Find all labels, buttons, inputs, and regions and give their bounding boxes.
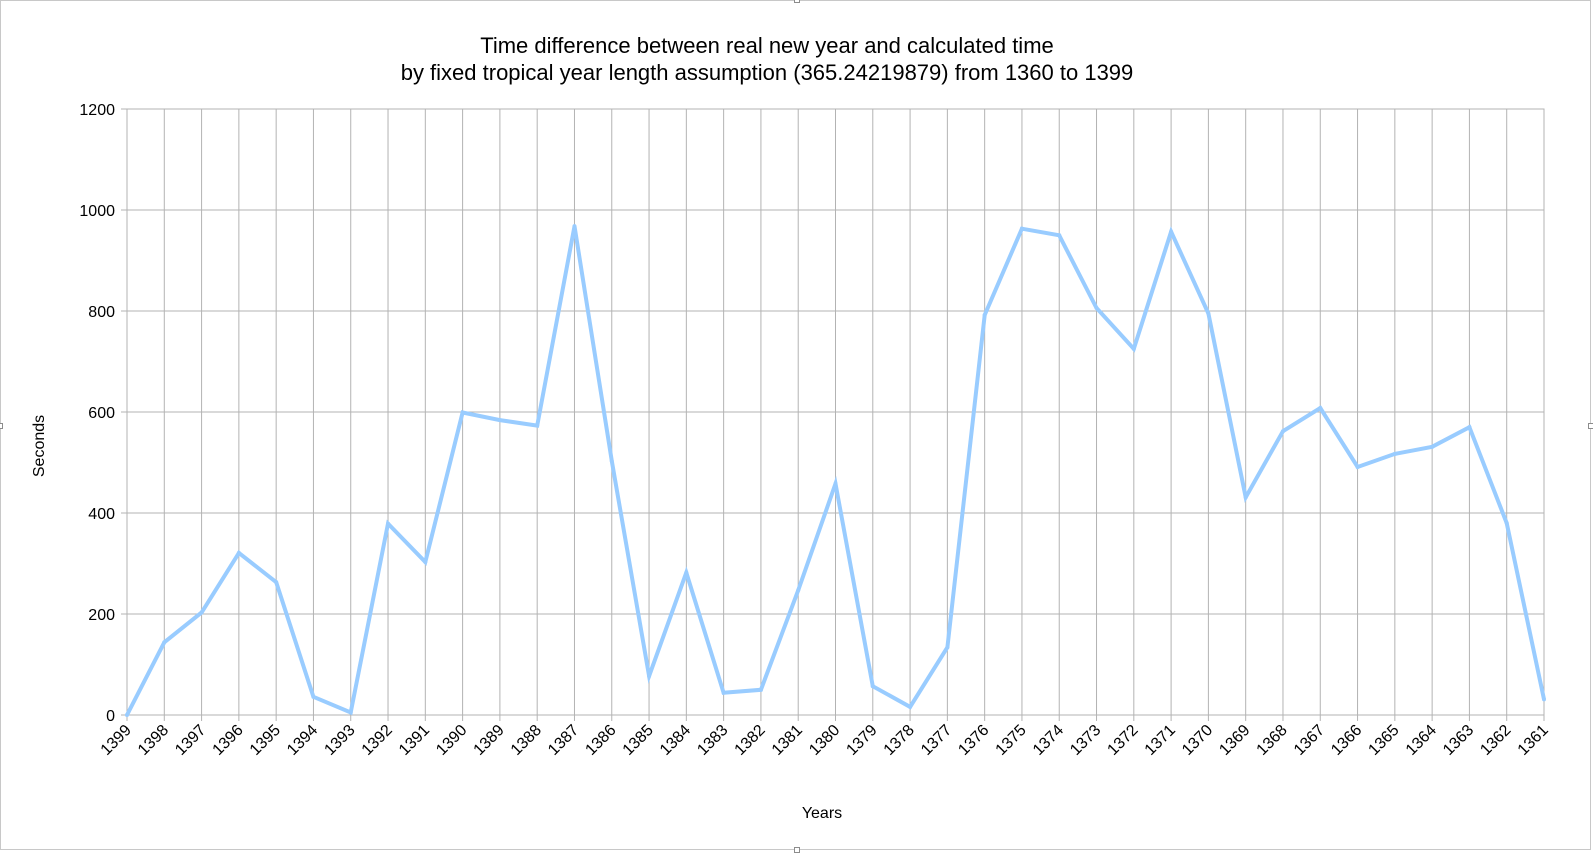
x-tick-label: 1396 — [210, 722, 247, 759]
data-point — [721, 690, 726, 695]
x-tick-label: 1371 — [1142, 722, 1179, 759]
x-tick-label: 1387 — [545, 722, 582, 759]
data-point — [758, 687, 763, 692]
data-point — [125, 713, 129, 717]
y-tick-label: 800 — [88, 304, 115, 321]
data-point — [1057, 233, 1062, 238]
x-tick-label: 1397 — [172, 722, 209, 759]
resize-handle-top[interactable] — [794, 0, 800, 3]
y-tick-label: 600 — [88, 405, 115, 422]
x-axis-label: Years — [802, 805, 842, 822]
y-tick-label: 1000 — [79, 203, 115, 220]
data-point — [572, 224, 577, 229]
x-tick-label: 1375 — [993, 722, 1030, 759]
data-point — [870, 684, 875, 689]
x-tick-label: 1365 — [1365, 722, 1402, 759]
data-point — [199, 610, 204, 615]
data-point — [908, 704, 913, 709]
data-point — [423, 559, 428, 564]
y-tick-label: 400 — [88, 506, 115, 523]
data-point — [460, 410, 465, 415]
x-tick-label: 1384 — [657, 722, 694, 759]
data-point — [1094, 305, 1099, 310]
series-group — [125, 224, 1546, 717]
data-point — [647, 674, 652, 679]
data-point — [1467, 425, 1472, 430]
data-point — [1169, 229, 1174, 234]
data-point — [274, 580, 279, 585]
y-tick-label: 200 — [88, 607, 115, 624]
y-axis-label: Seconds — [31, 415, 48, 477]
x-tick-label: 1385 — [620, 722, 657, 759]
data-point — [684, 570, 689, 575]
x-tick-label: 1381 — [769, 722, 806, 759]
x-axis-ticks: 1399 1398 1397 1396 1395 1394 1393 1392 1391 1390… — [98, 715, 1552, 759]
x-tick-label: 1367 — [1291, 722, 1328, 759]
data-point — [1243, 495, 1248, 500]
data-point — [609, 458, 614, 463]
x-tick-label: 1373 — [1067, 722, 1104, 759]
x-tick-label: 1372 — [1104, 722, 1141, 759]
data-point — [1280, 429, 1285, 434]
data-point — [1206, 311, 1211, 316]
y-axis-ticks: 0 200 400 600 800 1000 1200 — [79, 102, 127, 725]
data-point — [311, 694, 316, 699]
x-tick-label: 1370 — [1179, 722, 1216, 759]
x-tick-label: 1380 — [806, 722, 843, 759]
data-point — [497, 418, 502, 423]
data-point — [535, 423, 540, 428]
x-tick-label: 1388 — [508, 722, 545, 759]
x-tick-label: 1361 — [1515, 722, 1552, 759]
x-tick-label: 1383 — [694, 722, 731, 759]
x-tick-label: 1368 — [1254, 722, 1291, 759]
chart-title-line2: by fixed tropical year length assumption… — [401, 60, 1134, 85]
chart-title-line1: Time difference between real new year an… — [480, 33, 1054, 58]
data-point — [1392, 451, 1397, 456]
data-point — [945, 645, 950, 650]
y-tick-label: 1200 — [79, 102, 115, 119]
data-point — [386, 521, 391, 526]
x-tick-label: 1363 — [1440, 722, 1477, 759]
x-tick-label: 1392 — [359, 722, 396, 759]
data-point — [1318, 405, 1323, 410]
x-tick-label: 1390 — [433, 722, 470, 759]
y-tick-label: 0 — [106, 708, 115, 725]
data-point — [348, 710, 353, 715]
x-tick-label: 1376 — [955, 722, 992, 759]
data-point — [1504, 521, 1509, 526]
resize-handle-right[interactable] — [1588, 423, 1593, 429]
data-point — [1542, 697, 1546, 702]
data-point — [796, 588, 801, 593]
x-tick-label: 1364 — [1403, 722, 1440, 759]
data-point — [162, 640, 167, 645]
data-point — [1355, 465, 1360, 470]
x-tick-label: 1391 — [396, 722, 433, 759]
grid-lines — [126, 108, 1545, 716]
x-tick-label: 1393 — [321, 722, 358, 759]
x-tick-label: 1386 — [582, 722, 619, 759]
x-tick-label: 1395 — [247, 722, 284, 759]
x-tick-label: 1377 — [918, 722, 955, 759]
x-tick-label: 1366 — [1328, 722, 1365, 759]
x-tick-label: 1394 — [284, 722, 321, 759]
x-tick-label: 1362 — [1477, 722, 1514, 759]
x-tick-label: 1398 — [135, 722, 172, 759]
data-point — [236, 550, 241, 555]
x-tick-label: 1374 — [1030, 722, 1067, 759]
x-tick-label: 1369 — [1216, 722, 1253, 759]
x-tick-label: 1379 — [843, 722, 880, 759]
data-point — [982, 313, 987, 318]
resize-handle-left[interactable] — [0, 423, 3, 429]
x-tick-label: 1389 — [471, 722, 508, 759]
x-tick-label: 1378 — [881, 722, 918, 759]
x-tick-label: 1399 — [98, 722, 135, 759]
data-point — [1019, 226, 1024, 231]
data-point — [1430, 444, 1435, 449]
x-tick-label: 1382 — [732, 722, 769, 759]
data-point — [1131, 346, 1136, 351]
data-point — [833, 481, 838, 486]
